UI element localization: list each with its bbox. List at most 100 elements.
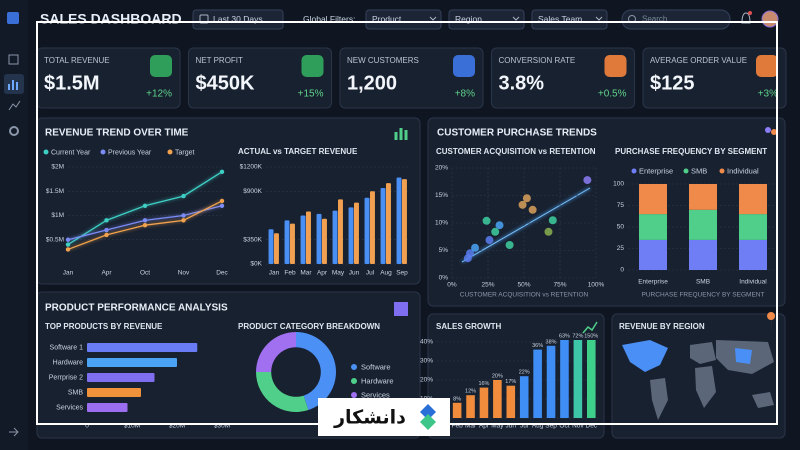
y-tick-label: 75 [617, 202, 625, 209]
kpi-label: AVERAGE ORDER VALUE [650, 56, 747, 65]
y-tick-label: $2M [51, 164, 64, 171]
panel-icon [394, 128, 408, 140]
x-tick-label: Mar [300, 270, 312, 277]
legend-swatch [351, 392, 357, 398]
bar [452, 402, 462, 418]
scatter-point [548, 216, 557, 225]
kpi-value: $450K [196, 72, 255, 94]
bar [364, 197, 370, 264]
x-tick-label: SMB [696, 279, 710, 286]
x-axis-label: CUSTOMER ACQUISITION vs RETENTION [460, 292, 589, 299]
data-point [219, 169, 225, 175]
legend-swatch [351, 364, 357, 370]
x-tick-label: Oct [140, 270, 150, 277]
kpi-icon [756, 55, 778, 77]
data-point [142, 223, 148, 228]
legend-swatch [167, 149, 173, 155]
map-region [650, 378, 668, 420]
kpi-card [491, 47, 635, 109]
kpi-icon [150, 55, 172, 77]
scatter-point [528, 205, 537, 214]
x-tick-label: 75% [553, 282, 566, 289]
filter-dropdown[interactable] [448, 9, 525, 30]
panel-icon [771, 129, 777, 135]
y-tick-label: 20% [420, 377, 433, 384]
legend-label: SMB [691, 166, 707, 175]
nav-icon[interactable] [8, 54, 19, 65]
panel-title: REVENUE BY REGION [619, 322, 705, 331]
legend-swatch [351, 378, 357, 384]
chart-title: PRODUCT CATEGORY BREAKDOWN [238, 322, 380, 331]
chart-title: ACTUAL vs TARGET REVENUE [238, 147, 358, 156]
kpi-change: +8% [455, 89, 475, 100]
chart-title: TOP PRODUCTS BY REVENUE [45, 322, 163, 331]
x-tick-label: Nov [178, 270, 190, 277]
x-tick-label: Sep [545, 423, 557, 430]
bar [386, 183, 391, 264]
x-tick-label: May [332, 270, 345, 277]
y-tick-label: $0.5M [46, 236, 64, 243]
map-region [690, 342, 716, 364]
logo [7, 12, 19, 24]
bar [284, 220, 290, 264]
y-tick-label: 100 [613, 181, 624, 188]
x-tick-label: Oct [559, 423, 569, 430]
scatter-point [505, 241, 514, 249]
x-axis-label: PURCHASE FREQUENCY BY SEGMENT [642, 292, 765, 299]
panel-icon [767, 312, 776, 334]
y-tick-label: 10% [435, 220, 448, 227]
legend-label: Hardware [361, 376, 394, 385]
scatter-point [491, 227, 500, 236]
bell[interactable] [741, 12, 751, 24]
y-tick-label: 25 [617, 245, 625, 252]
x-tick-label: Dec [586, 423, 598, 430]
data-label: 38% [546, 339, 557, 345]
y-tick-label: 20% [435, 165, 448, 172]
panel-title: CUSTOMER PURCHASE TRENDS [437, 128, 597, 139]
x-tick-label: Jun [349, 270, 360, 277]
avatar[interactable] [761, 10, 779, 28]
date-filter[interactable] [192, 9, 284, 30]
chevron [429, 16, 437, 21]
bar-segment [739, 184, 767, 215]
x-tick-label: $20M [169, 423, 185, 430]
bar [332, 210, 338, 264]
bar-segment [689, 184, 717, 210]
kpi-card [188, 47, 332, 109]
scatter-point [466, 249, 474, 258]
search-box[interactable] [621, 9, 731, 30]
nav-icon[interactable] [8, 100, 21, 111]
y-tick-label: $1200K [240, 164, 263, 171]
chart-title: CUSTOMER ACQUISITION vs RETENTION [436, 147, 596, 156]
bar [533, 349, 542, 418]
trend-line [461, 187, 591, 263]
legend-label: Previous Year [108, 149, 152, 156]
bar [87, 373, 155, 382]
bar [466, 395, 475, 418]
nav-settings[interactable] [9, 126, 19, 136]
kpi-change: +12% [146, 89, 172, 100]
y-tick-label: 40% [420, 339, 433, 346]
bar [274, 233, 279, 264]
x-tick-label: 50% [517, 282, 530, 289]
data-point [142, 218, 148, 223]
bar [573, 340, 583, 418]
x-tick-label: Mar [465, 423, 477, 430]
filter-dropdown[interactable] [531, 9, 608, 30]
bar-group [439, 340, 596, 418]
bar [519, 376, 529, 418]
kpi-icon [604, 55, 627, 77]
date-filter-label: Last 30 Days [213, 14, 263, 24]
bar-segment [739, 214, 767, 240]
filter-dropdown[interactable] [365, 9, 442, 30]
y-tick-label: $350K [243, 236, 262, 243]
legend-swatch [100, 149, 106, 155]
bar [560, 340, 569, 418]
chart-title: SALES GROWTH [436, 322, 502, 331]
chart-title: PURCHASE FREQUENCY BY SEGMENT [615, 147, 767, 156]
donut-segment [296, 332, 336, 411]
chevron [595, 16, 603, 21]
nav-logout[interactable] [9, 427, 19, 437]
x-tick-label: 100% [588, 282, 605, 289]
